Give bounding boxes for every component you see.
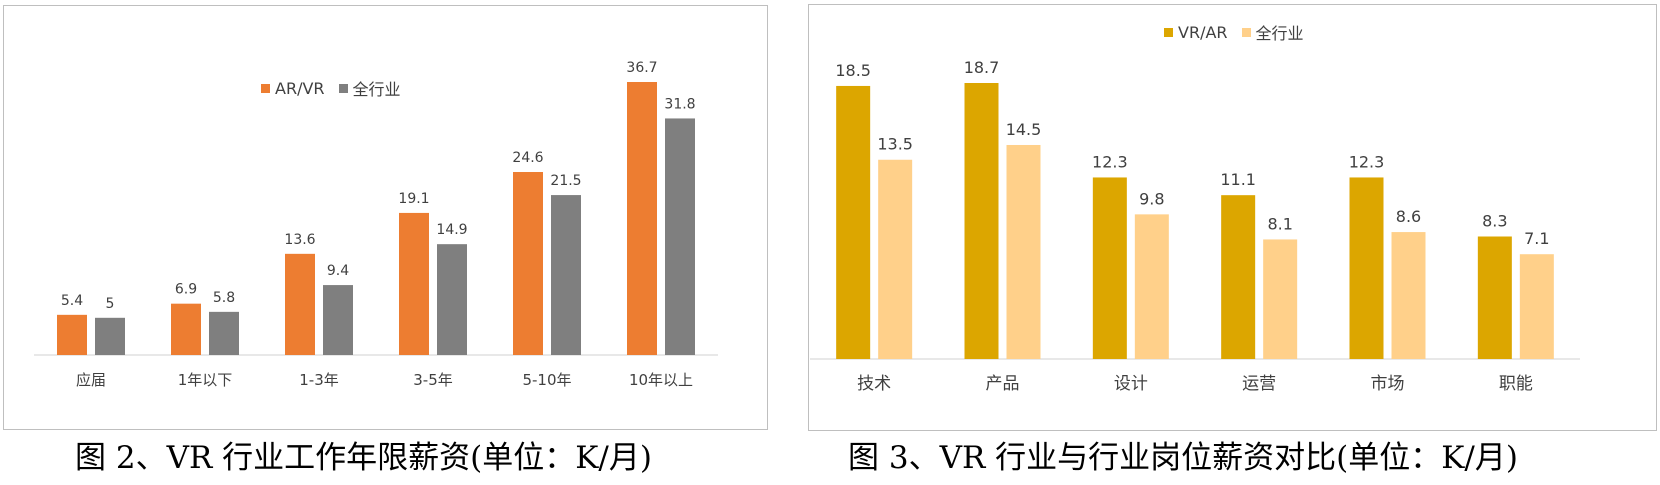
- legend-swatch: [1164, 27, 1173, 37]
- bar-series-1-2: [171, 303, 201, 355]
- legend-swatch: [1241, 27, 1251, 37]
- bar-series-2-1: [95, 317, 125, 355]
- bar-series-2-4: [1263, 239, 1298, 359]
- data-label: 11.1: [1220, 170, 1256, 189]
- category-tick-label: 运营: [1242, 374, 1276, 394]
- data-label: 31.8: [664, 96, 695, 112]
- data-label: 19.1: [398, 191, 429, 207]
- data-label: 5.8: [213, 290, 235, 306]
- data-label: 14.5: [1006, 120, 1042, 139]
- category-tick-label: 市场: [1371, 374, 1405, 394]
- data-label: 5.4: [61, 293, 83, 309]
- bar-series-1-5: [1349, 177, 1384, 359]
- figure-caption: 图 2、VR 行业工作年限薪资(单位：K/月): [75, 440, 652, 476]
- bar-chart-work-years: 5.4 5 应届 6.9 5.8 1年以下 13.6 9.4 1-3年 19.1 14.9 3-5年 2…: [34, 60, 718, 389]
- legend-swatch: [261, 83, 270, 93]
- legend-item-series-2: 全行业: [1241, 20, 1304, 44]
- bar-series-2-2: [209, 311, 239, 355]
- legend-label: VR/AR: [1178, 22, 1228, 42]
- legend-item-series-1: AR/VR: [261, 79, 325, 98]
- category-tick-label: 1年以下: [178, 371, 233, 389]
- bar-series-1-6: [1477, 236, 1512, 359]
- bar-series-2-6: [1519, 254, 1554, 359]
- data-label: 21.5: [550, 173, 581, 189]
- category-tick-label: 设计: [1114, 374, 1148, 394]
- data-label: 5: [106, 296, 115, 312]
- bar-series-2-1: [878, 159, 913, 359]
- data-label: 18.7: [964, 58, 1000, 77]
- data-label: 12.3: [1092, 152, 1128, 171]
- legend-swatch: [338, 83, 348, 93]
- legend-label: AR/VR: [275, 78, 325, 98]
- data-label: 9.4: [327, 263, 349, 279]
- data-label: 7.1: [1524, 229, 1549, 248]
- data-label: 36.7: [626, 60, 657, 76]
- chart-legend: AR/VR 全行业: [261, 76, 415, 100]
- data-label: 14.9: [436, 222, 467, 238]
- data-label: 6.9: [175, 282, 197, 298]
- bar-series-1-2: [964, 83, 999, 359]
- bar-series-2-5: [1391, 232, 1426, 359]
- data-label: 12.3: [1349, 152, 1385, 171]
- category-tick-label: 5-10年: [522, 371, 571, 389]
- category-tick-label: 3-5年: [413, 371, 453, 389]
- category-tick-label: 产品: [986, 374, 1020, 394]
- data-label: 9.8: [1139, 189, 1164, 208]
- data-label: 8.3: [1482, 211, 1507, 230]
- bar-series-1-6: [627, 82, 657, 355]
- bar-series-1-4: [1221, 195, 1256, 359]
- category-tick-label: 10年以上: [629, 371, 693, 389]
- chart-legend: VR/AR 全行业: [1164, 20, 1318, 44]
- data-label: 13.5: [877, 135, 913, 154]
- data-label: 8.1: [1267, 214, 1292, 233]
- legend-item-series-2: 全行业: [338, 76, 401, 100]
- bar-series-2-3: [1134, 214, 1169, 359]
- legend-label: 全行业: [1255, 24, 1304, 43]
- chart-panel-work-years: AR/VR 全行业 5.4 5 应届 6.9 5.8 1年以下 13.6 9.4 1-3年 19.…: [3, 5, 768, 430]
- bar-series-2-5: [551, 195, 581, 355]
- category-tick-label: 应届: [76, 371, 106, 389]
- category-tick-label: 技术: [857, 374, 891, 394]
- data-label: 8.6: [1396, 207, 1421, 226]
- category-tick-label: 1-3年: [299, 371, 339, 389]
- legend-item-series-1: VR/AR: [1164, 23, 1228, 42]
- bar-series-1-1: [836, 85, 871, 359]
- bar-series-2-4: [437, 244, 467, 355]
- data-label: 13.6: [284, 232, 315, 248]
- category-tick-label: 职能: [1499, 374, 1533, 394]
- bar-series-1-1: [57, 314, 87, 355]
- legend-label: 全行业: [352, 80, 401, 99]
- bar-series-2-2: [1006, 144, 1041, 359]
- bar-series-1-5: [513, 172, 543, 355]
- bar-chart-job-roles: 18.5 13.5 技术 18.7 14.5 产品 12.3 9.8 设计 11.1 8.1 运营 12…: [810, 58, 1580, 394]
- bar-series-2-6: [665, 118, 695, 356]
- figure-caption: 图 3、VR 行业与行业岗位薪资对比(单位：K/月): [848, 440, 1518, 476]
- chart-panel-job-roles: VR/AR 全行业 18.5 13.5 技术 18.7 14.5 产品 12.3 9.8 设计 1…: [808, 4, 1657, 431]
- bar-series-2-3: [323, 285, 353, 355]
- bar-series-1-4: [399, 212, 429, 355]
- data-label: 18.5: [835, 61, 871, 80]
- data-label: 24.6: [512, 150, 543, 166]
- bar-series-1-3: [1092, 177, 1127, 359]
- bar-series-1-3: [285, 253, 315, 355]
